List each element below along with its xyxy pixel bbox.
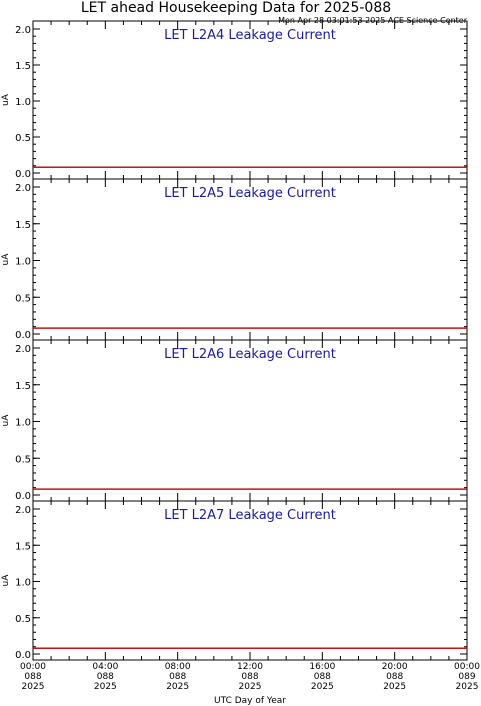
x-tick-label: 12:00 [237,662,263,672]
y-tick-label: 0.5 [15,454,31,465]
x-tick-label: 088 [97,672,114,682]
x-tick-label: 088 [314,672,331,682]
x-tick-label: 2025 [94,682,117,692]
y-tick-label: 1.5 [15,220,31,231]
x-tick-label: 2025 [22,682,45,692]
y-tick-label: 1.0 [15,578,31,589]
panel-4: 0.0 0.5 1.0 1.5 2.0 uA LET L2A7 Leakage Curren… [1,500,468,661]
y-axis-label: uA [1,253,11,266]
y-tick-label: 0.5 [15,614,31,625]
x-tick-label: 088 [169,672,186,682]
panel-1: 0.0 0.5 1.0 1.5 2.0 uA LET L2A4 Leakage Curren… [1,20,468,180]
plot-frame [32,500,468,661]
y-tick-label: 0.5 [15,133,31,144]
y-tick-label: 1.5 [15,61,31,72]
y-tick-label: 0.0 [15,491,31,502]
panel-2: 0.0 0.5 1.0 1.5 2.0 uA LET L2A5 Leakage Curren… [1,178,468,341]
x-tick-label: 00:00 [20,662,46,672]
panel-3: 0.0 0.5 1.0 1.5 2.0 uA LET L2A6 Leakage Curren… [1,339,468,502]
x-tick-label: 2025 [311,682,334,692]
x-tick-label: 2025 [239,682,262,692]
x-tick-label: 2025 [456,682,479,692]
x-tick-label: 088 [24,672,41,682]
y-axis-label: uA [1,93,11,106]
y-tick-label: 2.0 [15,25,31,36]
y-tick-label: 2.0 [15,505,31,516]
y-tick-label: 2.0 [15,183,31,194]
panel-title: LET L2A5 Leakage Current [164,186,336,201]
plot-frame [32,178,468,341]
page-title: LET ahead Housekeeping Data for 2025-088 [81,0,391,16]
panel-title: LET L2A6 Leakage Current [164,347,336,362]
x-tick-label: 088 [241,672,258,682]
y-axis-label: uA [1,574,11,587]
x-tick-label: 088 [386,672,403,682]
x-tick-label: 20:00 [382,662,408,672]
plot-frame [32,339,468,502]
y-tick-label: 1.0 [15,418,31,429]
panel-title: LET L2A4 Leakage Current [164,28,336,43]
x-tick-label: 04:00 [92,662,118,672]
y-tick-label: 0.5 [15,293,31,304]
x-tick-label: 2025 [383,682,406,692]
x-tick-label: 089 [458,672,475,682]
plot-frame [32,20,468,180]
y-tick-label: 0.0 [15,169,31,180]
y-tick-label: 1.5 [15,541,31,552]
y-tick-label: 0.0 [15,330,31,341]
y-tick-label: 1.0 [15,97,31,108]
x-axis-label: UTC Day of Year [214,696,286,706]
panel-title: LET L2A7 Leakage Current [164,508,336,523]
y-axis-label: uA [1,414,11,427]
x-tick-label: 16:00 [309,662,335,672]
y-tick-label: 1.0 [15,257,31,268]
y-tick-label: 1.5 [15,381,31,392]
y-tick-label: 2.0 [15,344,31,355]
x-tick-label: 00:00 [454,662,480,672]
y-tick-label: 0.0 [15,650,31,661]
x-tick-label: 08:00 [165,662,191,672]
x-tick-label: 2025 [166,682,189,692]
